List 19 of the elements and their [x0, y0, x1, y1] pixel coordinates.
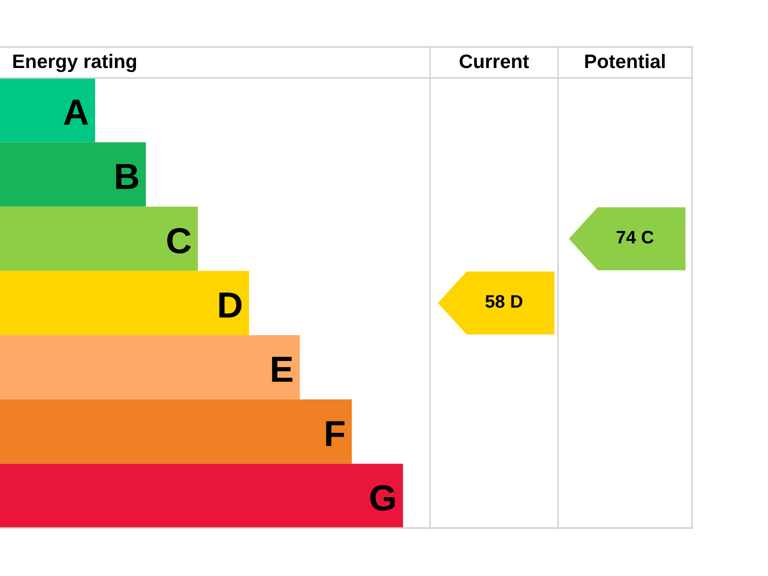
bar — [0, 464, 403, 528]
y-tick-label: F — [326, 421, 344, 446]
bar — [0, 335, 300, 400]
y-tick-label: D — [219, 292, 242, 318]
bar — [0, 142, 146, 207]
y-tick-label: B — [116, 164, 138, 189]
bar — [0, 270, 250, 336]
y-tick-label: A — [64, 100, 88, 125]
bar — [0, 78, 96, 142]
text: 74 C — [616, 230, 654, 244]
text: 58 D — [486, 295, 522, 308]
text: Potential — [585, 54, 665, 68]
chart-title: Energy rating — [13, 54, 136, 72]
y-tick-label: E — [272, 356, 292, 382]
bar — [0, 206, 198, 271]
y-tick-label: G — [370, 485, 395, 511]
bar — [0, 399, 352, 464]
text: Current — [460, 54, 529, 68]
y-tick-label: C — [167, 228, 191, 254]
